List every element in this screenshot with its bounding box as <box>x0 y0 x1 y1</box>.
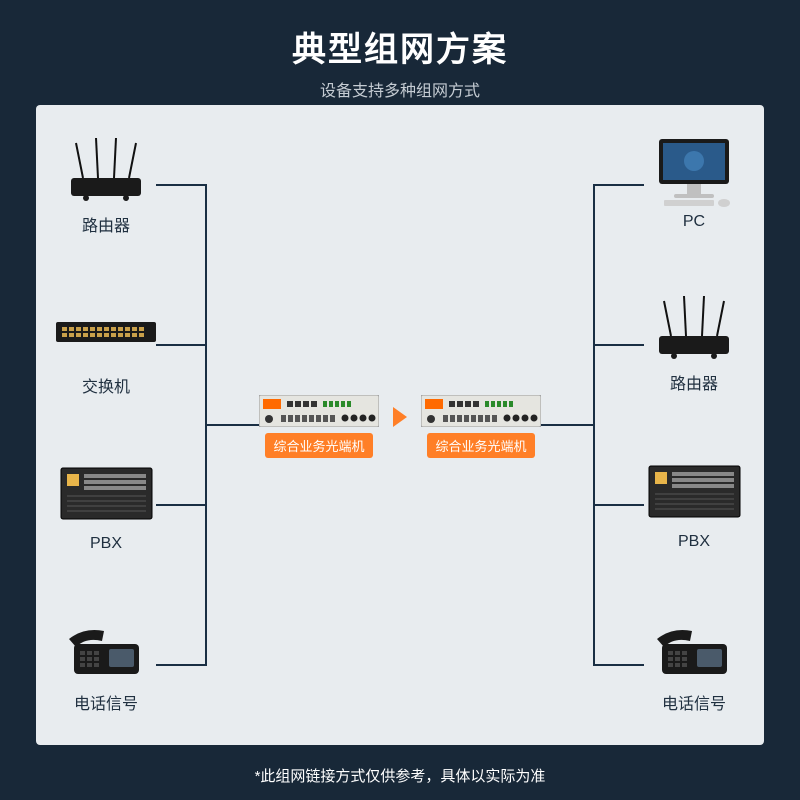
device-pbx-left: PBX <box>51 459 161 553</box>
phone-icon <box>56 614 156 684</box>
center-device-right: 综合业务光端机 <box>421 395 541 458</box>
pc-icon <box>644 137 744 207</box>
page-title: 典型组网方案 <box>0 22 800 71</box>
device-pbx-right: PBX <box>639 457 749 551</box>
switch-icon <box>56 297 156 367</box>
right-bracket <box>524 105 644 745</box>
router-icon <box>644 294 744 364</box>
device-switch-left: 交换机 <box>51 297 161 397</box>
device-label: PBX <box>90 535 122 553</box>
center-device-label: 综合业务光端机 <box>265 433 372 458</box>
center-device-label: 综合业务光端机 <box>427 433 534 458</box>
router-icon <box>56 136 156 206</box>
device-phone-left: 电话信号 <box>51 614 161 714</box>
pbx-icon <box>644 457 744 527</box>
device-phone-right: 电话信号 <box>639 614 749 714</box>
right-device-column: PC 路由器 <box>634 105 754 745</box>
phone-icon <box>644 614 744 684</box>
diagram-panel: 路由器 交换机 <box>36 105 764 745</box>
device-label: PBX <box>678 533 710 551</box>
left-bracket <box>156 105 276 745</box>
page-subtitle: 设备支持多种组网方式 <box>0 77 800 101</box>
center-device-left: 综合业务光端机 <box>259 395 379 458</box>
device-router-left: 路由器 <box>51 136 161 236</box>
device-router-right: 路由器 <box>639 294 749 394</box>
left-device-column: 路由器 交换机 <box>46 105 166 745</box>
device-label: 路由器 <box>82 212 130 236</box>
device-label: 路由器 <box>670 370 718 394</box>
device-label: 电话信号 <box>662 690 726 714</box>
otn-icon <box>259 395 379 427</box>
device-label: 电话信号 <box>74 690 138 714</box>
device-label: 交换机 <box>82 373 130 397</box>
pbx-icon <box>56 459 156 529</box>
device-pc-right: PC <box>639 137 749 231</box>
center-device-pair: 综合业务光端机 综合业务光端机 <box>259 395 541 458</box>
otn-icon <box>421 395 541 427</box>
footer-note: *此组网链接方式仅供参考，具体以实际为准 <box>0 765 800 786</box>
device-label: PC <box>683 213 705 231</box>
arrow-right-icon <box>393 407 407 427</box>
